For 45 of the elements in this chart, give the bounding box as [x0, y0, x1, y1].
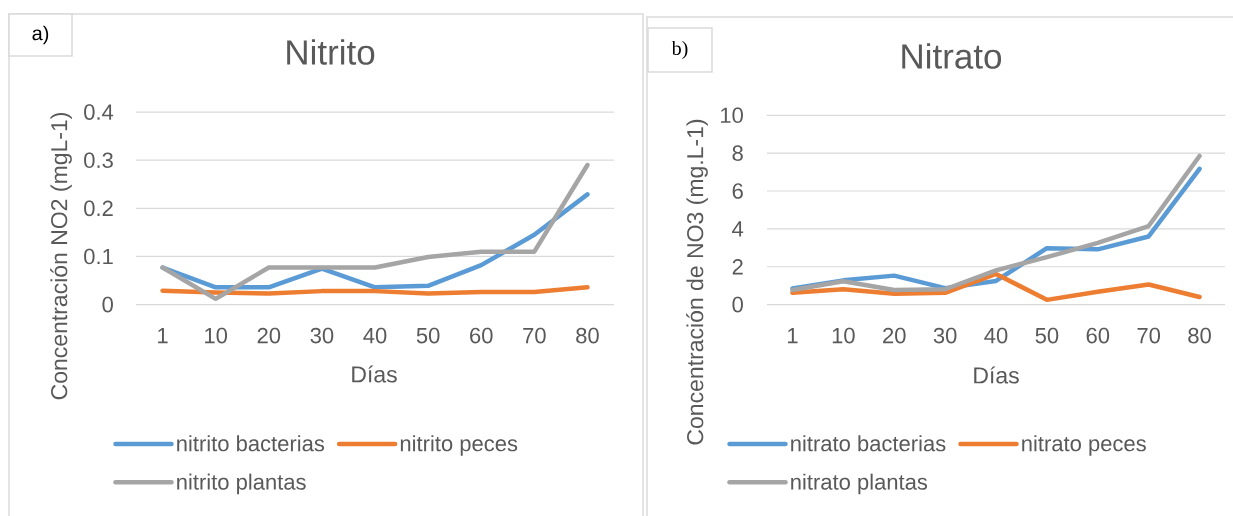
y-axis-title: Concentración NO2 (mgL-1): [50, 113, 72, 400]
x-tick-label: 20: [257, 327, 281, 344]
legend-label: nitrito plantas: [177, 473, 306, 495]
x-tick-label: 80: [1188, 327, 1211, 344]
x-axis-title: Días: [352, 365, 397, 383]
x-tick-label: 50: [416, 327, 440, 344]
x-tick-label: 30: [933, 327, 957, 344]
legend-label: nitrato plantas: [791, 473, 928, 495]
x-tick-label: 10: [832, 327, 855, 344]
x-tick-label: 50: [1035, 327, 1059, 344]
x-axis-title: Días: [974, 366, 1019, 384]
text: a): [32, 25, 49, 45]
y-tick-label: 2: [732, 259, 743, 275]
line-series: [160, 285, 590, 296]
y-tick-label: 0: [102, 296, 113, 313]
y-tick-label: 0.2: [84, 200, 113, 217]
y-tick-label: 0.4: [84, 104, 114, 120]
legend-label: nitrato peces: [1022, 435, 1146, 456]
legend-label: nitrito bacterias: [177, 435, 325, 452]
legend-label: nitrato bacterias: [791, 435, 946, 452]
x-tick-label: 60: [470, 327, 493, 344]
y-tick-label: 6: [732, 183, 743, 199]
x-tick-label: 30: [310, 327, 334, 344]
x-tick-label: 1: [158, 328, 168, 344]
chart-title: Nitrito: [287, 39, 375, 65]
x-tick-label: 70: [523, 327, 546, 344]
x-tick-label: 60: [1086, 327, 1110, 344]
y-tick-label: 10: [721, 107, 743, 124]
x-tick-label: 40: [984, 327, 1008, 344]
y-tick-label: 8: [732, 145, 743, 161]
y-tick-label: 0.1: [84, 248, 113, 265]
x-tick-label: 1: [788, 328, 798, 344]
x-tick-label: 70: [1137, 327, 1161, 344]
chart-title: Nitrato: [902, 43, 1002, 69]
y-tick-label: 4: [732, 221, 744, 237]
y-axis-title: Concentración de NO3 (mg.L-1): [686, 119, 708, 445]
y-tick-label: 0.3: [84, 152, 113, 169]
line-series: [790, 271, 1202, 303]
x-tick-label: 80: [576, 327, 599, 344]
legend-label: nitrito peces: [400, 435, 518, 456]
x-tick-label: 20: [883, 327, 906, 344]
x-tick-label: 40: [363, 327, 387, 344]
text: b): [671, 40, 688, 60]
x-tick-label: 10: [205, 327, 228, 344]
y-tick-label: 0: [732, 296, 743, 313]
